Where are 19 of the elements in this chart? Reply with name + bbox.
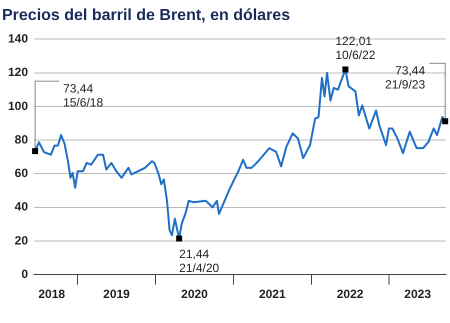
y-tick-label: 140 — [8, 32, 28, 46]
y-tick-label: 80 — [14, 132, 28, 146]
annotation: 21,44 21/4/20 — [179, 246, 220, 275]
x-tick-label: 2021 — [258, 287, 286, 302]
y-tick-label: 100 — [8, 98, 28, 113]
y-tick-label: 120 — [8, 65, 28, 80]
x-tick-label: 2023 — [404, 287, 432, 302]
chart-title: Precios del barril de Brent, en dólares — [2, 7, 290, 24]
x-tick-label: 2020 — [181, 287, 208, 302]
y-tick-label: 0 — [21, 266, 28, 281]
y-tick-label: 20 — [14, 233, 28, 248]
x-tick-label: 2018 — [38, 287, 66, 302]
annotation: 73,44 21/9/23 — [385, 64, 426, 92]
y-tick-label: 40 — [14, 200, 28, 214]
x-tick-label: 2019 — [103, 287, 130, 302]
x-tick-label: 2022 — [336, 287, 364, 302]
annotation: 73,44 15/6/18 — [63, 81, 104, 110]
y-tick-label: 60 — [14, 166, 28, 180]
annotation: 122,01 10/6/22 — [335, 34, 376, 62]
